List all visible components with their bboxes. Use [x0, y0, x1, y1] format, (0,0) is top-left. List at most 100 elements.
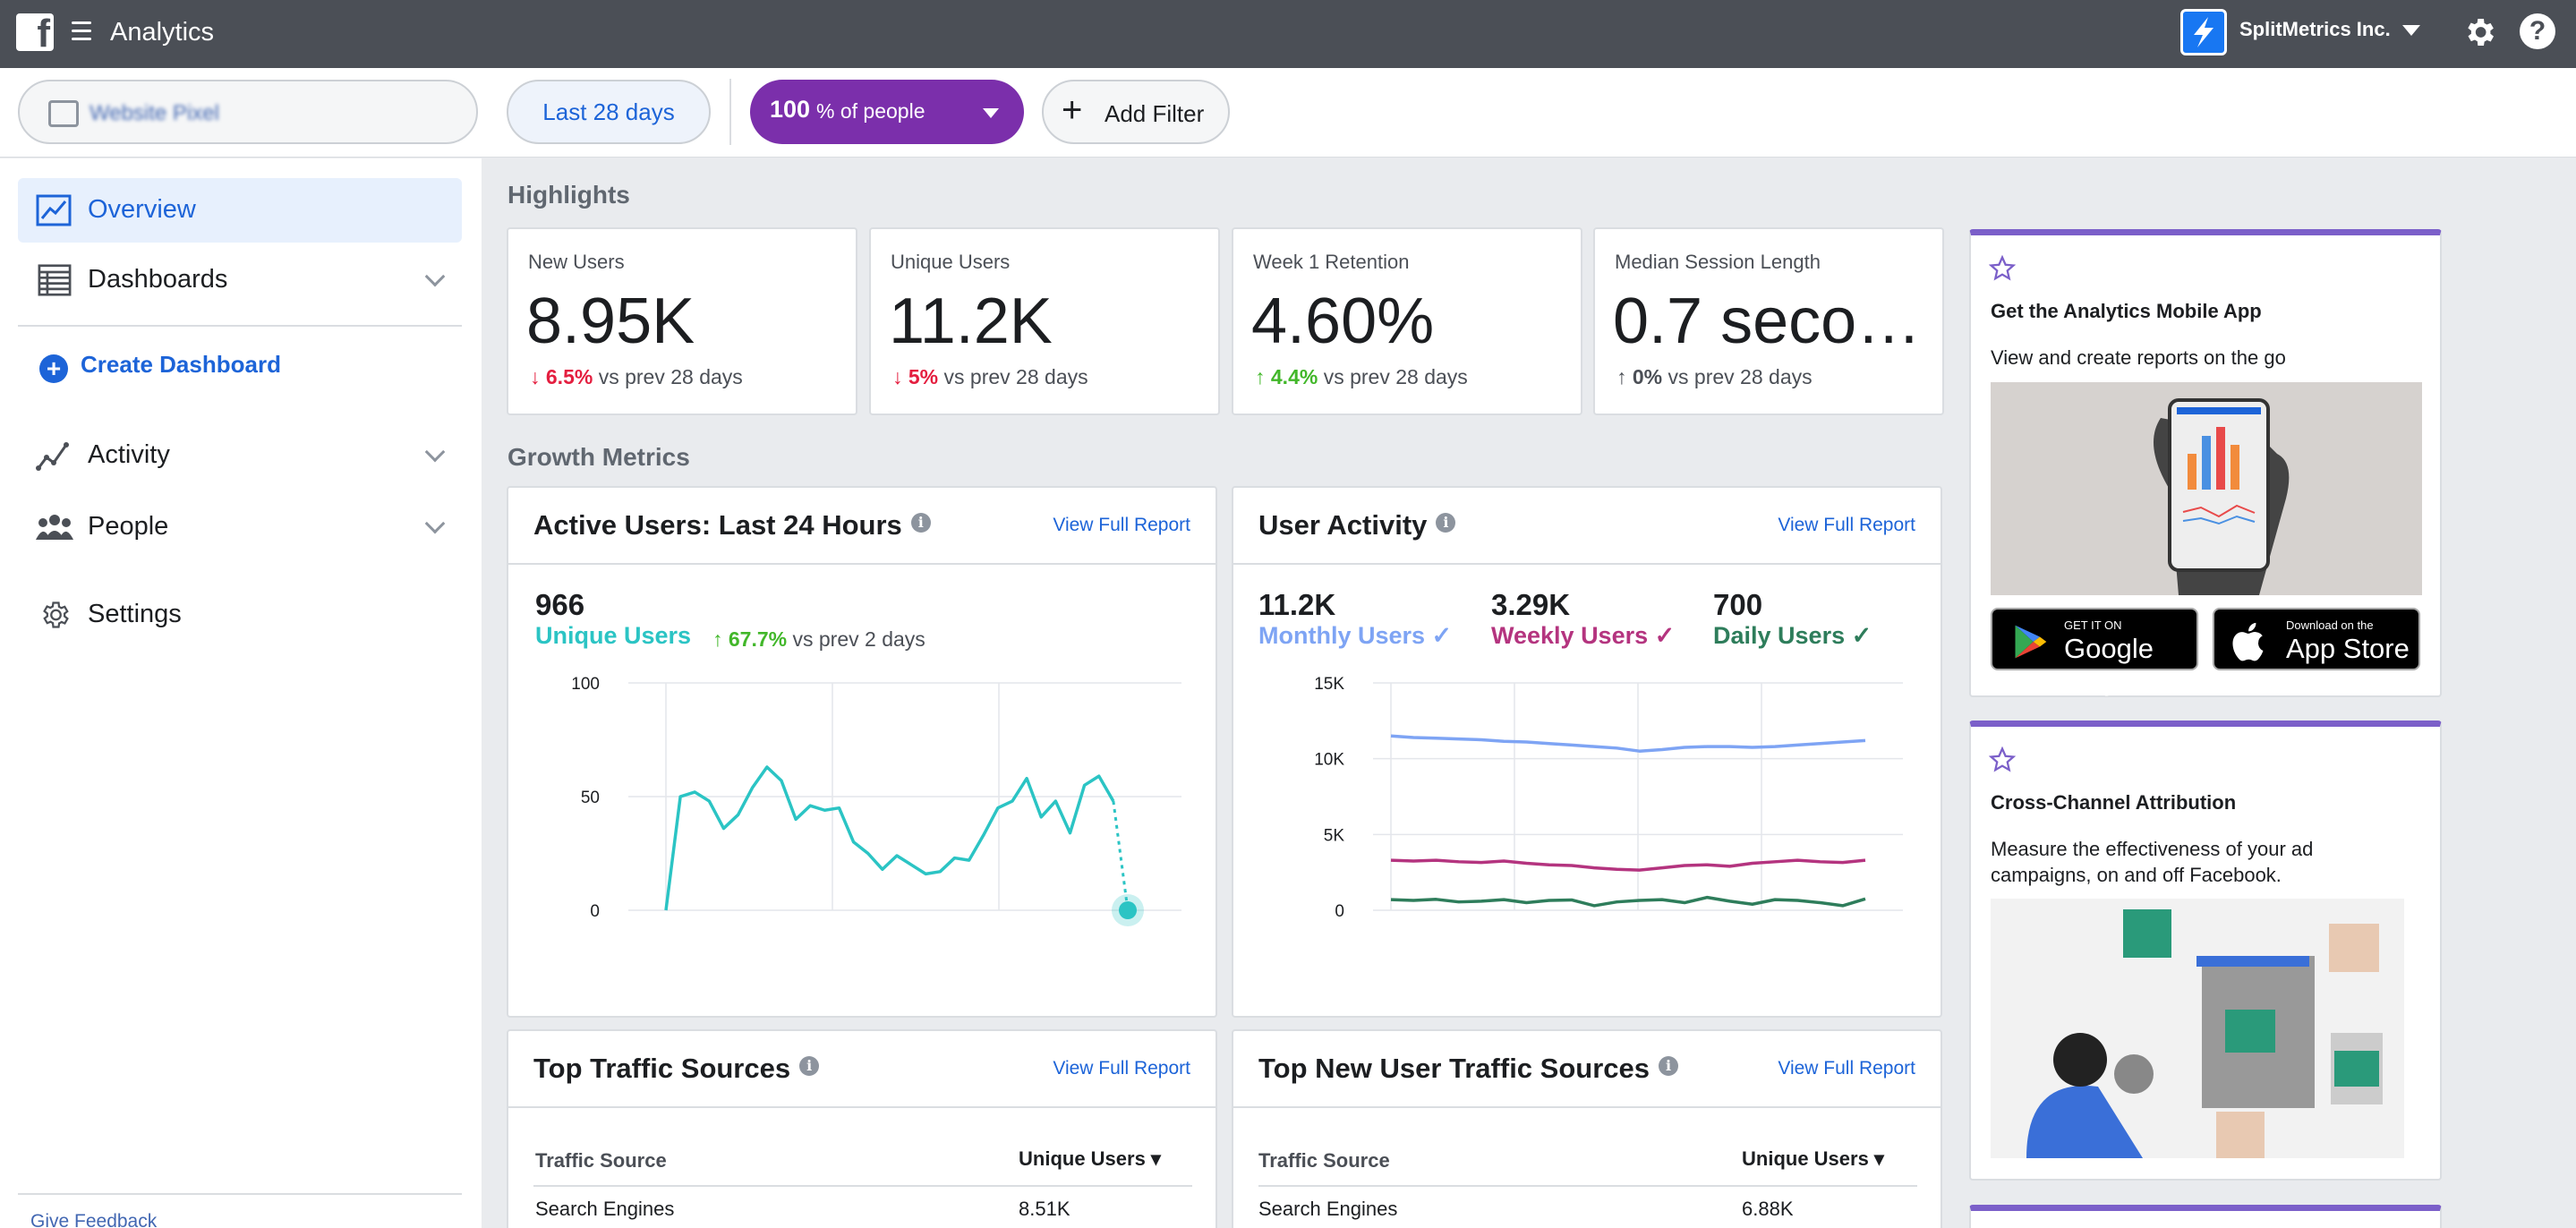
give-feedback-link[interactable]: Give Feedback [30, 1211, 158, 1228]
line-chart-icon [36, 194, 72, 226]
chevron-down-icon[interactable] [424, 266, 446, 287]
table-header-source[interactable]: Traffic Source [535, 1149, 667, 1172]
panel-title: Top New User Traffic Sources i [1258, 1053, 1678, 1085]
panel-title-text: User Activity [1258, 509, 1428, 541]
change-suffix: vs prev 28 days [1668, 365, 1813, 388]
view-full-report-link[interactable]: View Full Report [1053, 1058, 1190, 1079]
view-full-report-link[interactable]: View Full Report [1778, 515, 1915, 535]
series-line-projection [1112, 800, 1130, 911]
stat-label: New Users [528, 251, 625, 273]
current-point [1119, 901, 1137, 919]
y-tick-label: 0 [1335, 902, 1344, 921]
y-tick-label: 0 [590, 902, 600, 921]
star-icon[interactable] [1989, 746, 2016, 773]
plus-circle-icon: + [39, 354, 68, 383]
y-tick-label: 5K [1324, 826, 1345, 845]
monthly-users-value: 11.2K [1258, 588, 1336, 621]
active-users-chart[interactable]: 10050012:00 AM12:00 PM12:00 AM [508, 667, 1215, 935]
stat-value: 11.2K [889, 286, 1053, 357]
account-name[interactable]: SplitMetrics Inc. [2239, 18, 2391, 40]
stat-card-new-users[interactable]: New Users 8.95K ↓ 6.5% vs prev 28 days [507, 227, 857, 415]
sidebar-item-dashboards[interactable]: Dashboards [18, 248, 462, 312]
chevron-down-icon[interactable] [424, 441, 446, 463]
info-icon[interactable]: i [799, 1056, 820, 1076]
panel-title: Active Users: Last 24 Hours i [533, 509, 931, 542]
create-dashboard-label: Create Dashboard [81, 351, 281, 378]
growth-metrics-title: Growth Metrics [508, 443, 690, 471]
sidebar-item-overview[interactable]: Overview [18, 178, 462, 243]
facebook-logo-icon[interactable]: f [16, 12, 54, 55]
arrow-up-icon: ↑ [1255, 365, 1266, 388]
table-cell-users: 6.88K [1742, 1198, 1794, 1220]
apple-icon [2232, 622, 2264, 661]
attribution-illustration [1991, 899, 2404, 1158]
stat-card-week1-retention[interactable]: Week 1 Retention 4.60% ↑ 4.4% vs prev 28… [1232, 227, 1582, 415]
app-store-button[interactable]: Download on the App Store [2213, 608, 2420, 670]
weekly-users-toggle[interactable]: Weekly Users ✓ [1491, 622, 1676, 649]
change-suffix: vs prev 2 days [792, 627, 925, 651]
active-users-change: ↑ 67.7% vs prev 2 days [712, 627, 925, 652]
arrow-up-icon: ↑ [712, 627, 723, 651]
arrow-up-icon: ↑ [1616, 365, 1627, 388]
pixel-selector[interactable]: Website Pixel [18, 80, 478, 144]
google-play-big: Google Play [2064, 633, 2154, 696]
star-icon[interactable] [1989, 255, 2016, 282]
stat-change: ↓ 6.5% vs prev 28 days [530, 365, 743, 389]
sidebar-item-people[interactable]: People [18, 495, 462, 559]
table-header-users[interactable]: Unique Users ▾ [1742, 1147, 1884, 1170]
change-value: 4.4% [1270, 365, 1318, 388]
cross-channel-promo: Cross-Channel Attribution Measure the ef… [1969, 721, 2442, 1181]
view-full-report-link[interactable]: View Full Report [1778, 1058, 1915, 1079]
unique-users-label[interactable]: Unique Users [535, 622, 692, 649]
help-icon[interactable]: ? [2520, 13, 2555, 49]
add-filter-button[interactable]: + Add Filter [1042, 80, 1230, 144]
sidebar-item-settings[interactable]: Settings [18, 583, 462, 647]
change-suffix: vs prev 28 days [943, 365, 1088, 388]
account-dropdown-icon[interactable] [2402, 25, 2420, 36]
table-header-users[interactable]: Unique Users ▾ [1019, 1147, 1161, 1170]
plus-icon: + [1062, 90, 1083, 130]
hamburger-menu-icon[interactable] [72, 21, 91, 43]
code-icon [48, 100, 79, 127]
people-percent-dropdown[interactable]: 100 % of people [750, 80, 1024, 144]
gear-icon[interactable] [2461, 14, 2497, 50]
stat-change: ↓ 5% vs prev 28 days [892, 365, 1088, 389]
stat-change: ↑ 0% vs prev 28 days [1616, 365, 1813, 389]
stat-label: Week 1 Retention [1253, 251, 1410, 273]
app-store-small: Download on the [2286, 618, 2374, 632]
chevron-down-icon[interactable] [424, 513, 446, 534]
pixel-label: Website Pixel [90, 101, 219, 125]
change-value: 67.7% [728, 627, 788, 651]
create-dashboard-link[interactable]: + Create Dashboard [39, 351, 281, 383]
stat-value: 8.95K [526, 286, 695, 357]
daily-users-value: 700 [1713, 588, 1763, 621]
monthly-users-toggle[interactable]: Monthly Users ✓ [1258, 622, 1453, 649]
user-activity-chart[interactable]: 15K10K5K05/125/195/266/2 [1233, 667, 1941, 935]
series-line [1390, 895, 1866, 908]
google-play-button[interactable]: GET IT ON Google Play [1991, 608, 2198, 696]
promo-description: Measure the effectiveness of your ad cam… [1991, 838, 2314, 886]
info-icon[interactable]: i [910, 513, 931, 533]
people-icon [36, 515, 73, 540]
panel-title-text: Top New User Traffic Sources [1258, 1053, 1650, 1084]
stat-card-unique-users[interactable]: Unique Users 11.2K ↓ 5% vs prev 28 days [869, 227, 1220, 415]
change-value: 5% [908, 365, 939, 388]
account-logo-icon[interactable] [2180, 9, 2227, 55]
google-play-small: GET IT ON [2064, 618, 2122, 632]
daily-users-toggle[interactable]: Daily Users ✓ [1713, 622, 1872, 649]
view-full-report-link[interactable]: View Full Report [1053, 515, 1190, 535]
info-icon[interactable]: i [1436, 513, 1456, 533]
sidebar-item-activity[interactable]: Activity [18, 423, 462, 488]
sidebar-item-label: Activity [88, 440, 170, 469]
table-header-source[interactable]: Traffic Source [1258, 1149, 1390, 1172]
stat-card-median-session[interactable]: Median Session Length 0.7 seco… ↑ 0% vs … [1593, 227, 1944, 415]
user-activity-panel: User Activity i View Full Report 11.2K Mo… [1232, 486, 1942, 1018]
sidebar-item-label: Overview [88, 195, 196, 224]
change-value: 0% [1632, 365, 1663, 388]
caret-down-icon [983, 108, 999, 118]
sidebar-item-label: Dashboards [88, 265, 228, 294]
panel-title-text: Top Traffic Sources [533, 1053, 791, 1084]
info-icon[interactable]: i [1659, 1056, 1678, 1076]
date-range-button[interactable]: Last 28 days [507, 80, 711, 144]
y-tick-label: 10K [1314, 751, 1344, 770]
